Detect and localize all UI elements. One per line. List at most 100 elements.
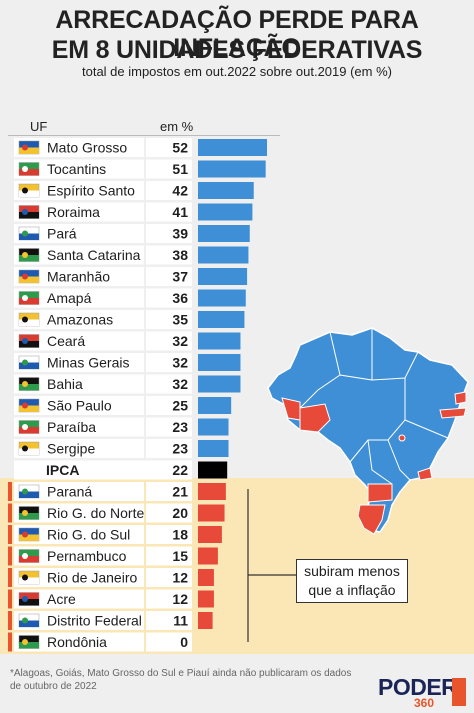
row-label: Espírito Santo [47,183,135,199]
row-label-background [14,353,144,372]
state-flag-icon [18,527,40,542]
row-label: Amazonas [47,312,113,328]
row-value-label: 38 [172,247,188,263]
bar [198,612,213,629]
bar-row-rio-g-do-sul: Rio G. do Sul 18 [8,525,222,544]
bar [198,311,245,328]
row-label-background [14,568,144,587]
row-value-background [146,396,192,415]
row-value-background [146,632,192,652]
row-value-background [146,288,192,308]
row-label: Rondônia [47,634,107,650]
below-inflation-bracket [247,489,296,642]
row-label: Rio de Janeiro [47,570,137,586]
row-value-label: 32 [172,376,188,392]
row-label-background [14,374,144,394]
state-flag-icon [18,398,40,413]
below-inflation-legend: subiram menos que a inflação [296,559,408,603]
bar-row-minas-gerais: Minas Gerais 32 [14,353,241,372]
flag-band [19,298,39,305]
row-label: Minas Gerais [47,355,129,371]
flag-band [19,491,39,498]
column-header-percent: em % [160,119,194,134]
row-label: Pará [47,226,77,242]
state-flag-icon [18,291,40,305]
row-label-background [14,138,144,157]
row-label: IPCA [46,462,79,478]
flag-band [19,147,39,154]
row-label: Santa Catarina [47,247,141,263]
flag-band [19,233,39,240]
bar-row-bahia: Bahia 32 [14,374,241,394]
row-label: Paraná [47,484,92,500]
row-value-background [146,181,192,200]
bar [198,483,226,500]
brazil-map-region-northeast [454,391,467,405]
bar [198,440,229,457]
bar-row-rondonia: Rondônia 0 [8,632,192,652]
flag-band [19,341,39,348]
row-label-background [14,482,144,501]
state-flag-icon [18,484,40,499]
row-value-label: 41 [172,204,188,220]
state-flag-icon [18,420,40,434]
below-marker [8,546,12,566]
bar [198,139,267,156]
state-flag-icon [18,506,40,520]
flag-emblem [22,166,28,172]
row-value-background [146,245,192,265]
state-flag-icon [18,549,40,563]
flag-band [19,319,39,326]
bar-row-rio-de-janeiro: Rio de Janeiro 12 [8,568,214,587]
bar-row-espirito-santo: Espírito Santo 42 [14,181,254,200]
bar [198,504,225,522]
bar-row-sao-paulo: São Paulo 25 [14,396,232,415]
flag-band [19,448,39,455]
flag-emblem [22,445,28,452]
flag-band [19,427,39,434]
brazil-map-state-borders [299,328,449,485]
flag-emblem [22,531,28,538]
row-label: Sergipe [47,441,95,457]
row-value-background [146,267,192,286]
state-flag-icon [18,635,40,649]
row-value-background [146,546,192,566]
state-flag-icon [18,183,40,198]
bar [198,547,218,565]
brazil-map-region-west [299,403,331,433]
flag-emblem [22,187,28,194]
row-label-background [14,525,144,544]
row-label-background [14,288,144,308]
row-value-background [146,611,192,630]
row-value-label: 39 [172,226,188,242]
flag-emblem [22,144,28,151]
chart-subtitle: total de impostos em out.2022 sobre out.… [81,64,392,79]
flag-emblem [22,424,28,430]
logo-sub-text: 360 [414,696,435,710]
legend-line-2: que a inflação [308,582,396,598]
flag-band [19,534,39,541]
row-label: Roraima [47,204,100,220]
bar-row-ipca: IPCA 22 [14,460,228,480]
below-marker [8,482,12,501]
brazil-map [267,327,469,535]
bar-row-sergipe: Sergipe 23 [14,439,229,458]
row-value-label: 51 [172,161,188,177]
row-label: Maranhão [47,269,110,285]
flag-emblem [22,381,28,387]
flag-emblem [22,209,28,215]
bar [198,397,232,414]
bar-row-tocantins: Tocantins 51 [14,159,266,179]
bar [198,375,241,393]
state-flag-icon [18,248,40,262]
legend-line-1: subiram menos [304,563,400,579]
row-label: Amapá [47,290,92,306]
below-marker [8,568,12,587]
flag-emblem [22,553,28,559]
flag-emblem [22,230,28,237]
bar-row-ceara: Ceará 32 [14,331,241,351]
row-value-background [146,159,192,179]
row-label-background [14,267,144,286]
row-label-background [14,202,144,222]
